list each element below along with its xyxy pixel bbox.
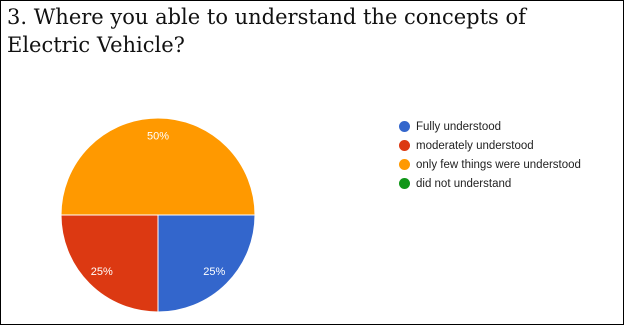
legend-label-fully-understood: Fully understood xyxy=(416,120,502,133)
legend-label-moderately-understood: moderately understood xyxy=(416,139,534,152)
legend-swatch-few-things-understood xyxy=(399,159,410,170)
slice-label-moderately-understood: 25% xyxy=(91,266,113,278)
pie-slice-moderately-understood[interactable] xyxy=(60,214,159,313)
pie-slice-few-things-understood[interactable] xyxy=(60,117,256,216)
chart-legend: Fully understood moderately understood o… xyxy=(399,117,581,193)
pie-slice-fully-understood[interactable] xyxy=(157,214,256,313)
pie-slices xyxy=(60,117,256,313)
slice-label-few-things-understood: 50% xyxy=(147,130,169,142)
legend-swatch-did-not-understand xyxy=(399,178,410,189)
legend-item-few-things-understood[interactable]: only few things were understood xyxy=(399,155,581,174)
slice-label-fully-understood: 25% xyxy=(203,266,225,278)
legend-label-did-not-understand: did not understand xyxy=(416,177,512,190)
legend-swatch-fully-understood xyxy=(399,121,410,132)
question-title: 3. Where you able to understand the conc… xyxy=(7,5,526,57)
pie-slice-labels: 25% 25% 50% xyxy=(91,130,226,278)
legend-label-few-things-understood: only few things were understood xyxy=(416,158,581,171)
legend-item-did-not-understand[interactable]: did not understand xyxy=(399,174,581,193)
legend-item-fully-understood[interactable]: Fully understood xyxy=(399,117,581,136)
legend-swatch-moderately-understood xyxy=(399,140,410,151)
legend-item-moderately-understood[interactable]: moderately understood xyxy=(399,136,581,155)
